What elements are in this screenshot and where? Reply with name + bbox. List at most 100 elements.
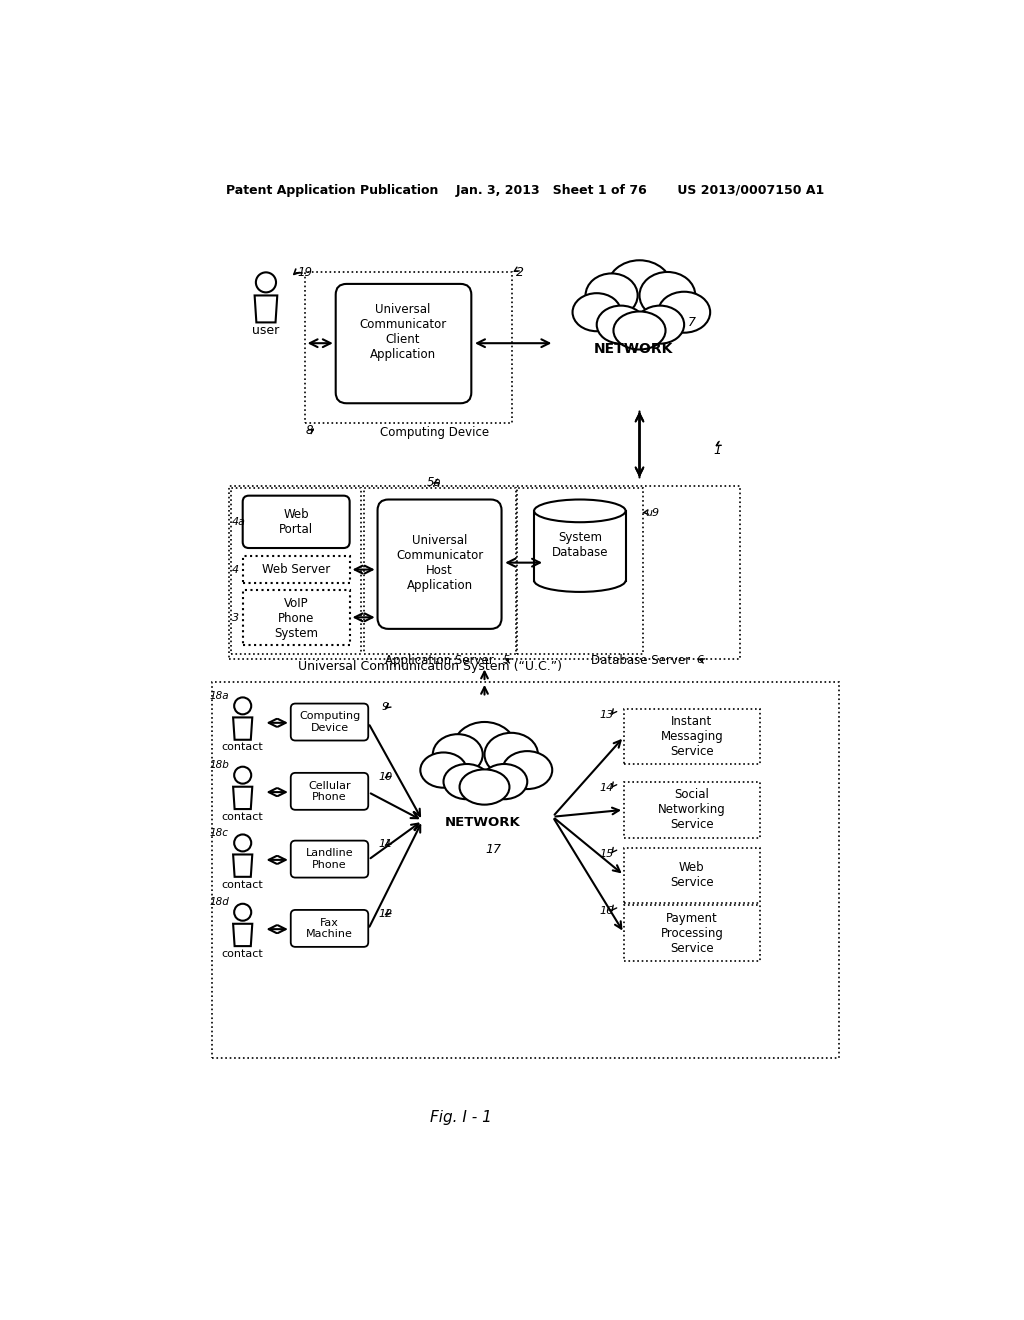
Text: 18c: 18c [210,828,229,838]
Text: 13: 13 [600,710,614,721]
Ellipse shape [503,751,552,789]
Bar [624,847,760,903]
Bar [243,557,349,583]
Text: 14: 14 [600,783,614,793]
FancyBboxPatch shape [291,841,369,878]
Text: Fax
Machine: Fax Machine [306,917,353,940]
Ellipse shape [640,272,695,319]
Circle shape [256,272,276,293]
Text: Universal
Communicator
Host
Application: Universal Communicator Host Application [396,533,483,591]
Bar [305,272,512,422]
Text: 2: 2 [516,265,524,279]
Bar [231,488,361,653]
Text: NETWORK: NETWORK [445,816,521,829]
Text: NETWORK: NETWORK [594,342,673,356]
Circle shape [404,686,564,846]
Text: Web
Portal: Web Portal [280,508,313,536]
Polygon shape [255,296,278,322]
Text: Social
Networking
Service: Social Networking Service [658,788,726,832]
Text: Web Server: Web Server [262,564,331,576]
Ellipse shape [433,734,482,775]
Text: VoIP
Phone
System: VoIP Phone System [274,597,318,640]
Text: Database Server: Database Server [592,653,690,667]
Text: 18b: 18b [210,760,229,770]
Text: user: user [252,325,280,338]
Text: 15: 15 [600,849,614,859]
Text: 10: 10 [378,772,392,781]
Bar [212,682,840,1057]
Bar [228,486,740,659]
Text: Cellular
Phone: Cellular Phone [308,780,351,803]
Ellipse shape [658,292,711,333]
Text: 18d: 18d [210,898,229,907]
FancyBboxPatch shape [336,284,471,404]
Text: contact: contact [222,812,263,822]
Text: Payment
Processing
Service: Payment Processing Service [660,912,723,954]
FancyBboxPatch shape [243,496,349,548]
Text: Universal
Communicator
Client
Application: Universal Communicator Client Applicatio… [359,302,446,360]
Text: Computing Device: Computing Device [380,426,489,440]
Ellipse shape [460,770,510,805]
Ellipse shape [572,293,621,331]
Text: 12: 12 [378,908,392,919]
Text: contact: contact [222,879,263,890]
FancyBboxPatch shape [378,499,502,628]
Bar [624,709,760,764]
Polygon shape [233,787,252,809]
Bar [624,781,760,838]
Text: 5: 5 [503,656,510,665]
Ellipse shape [420,752,467,788]
Text: 5a: 5a [427,477,441,490]
FancyBboxPatch shape [291,704,369,741]
Text: 16: 16 [600,907,614,916]
Text: contact: contact [222,742,263,752]
Circle shape [234,697,251,714]
Text: 4: 4 [231,565,239,574]
Ellipse shape [613,312,666,350]
Text: Instant
Messaging
Service: Instant Messaging Service [660,715,723,758]
Text: u9: u9 [646,508,659,517]
Bar [243,590,349,645]
Text: 3: 3 [231,612,239,623]
Polygon shape [233,924,252,946]
Polygon shape [233,854,252,876]
Text: Patent Application Publication    Jan. 3, 2013   Sheet 1 of 76       US 2013/000: Patent Application Publication Jan. 3, 2… [225,185,824,197]
Text: 8: 8 [305,424,313,437]
Text: 19: 19 [297,265,312,279]
Circle shape [556,226,723,392]
Ellipse shape [597,306,645,343]
Text: 17: 17 [485,843,502,857]
Bar [517,488,643,653]
Ellipse shape [454,722,516,774]
Ellipse shape [636,306,684,343]
Bar [624,906,760,961]
Text: System
Database: System Database [552,531,608,558]
Text: 18a: 18a [210,690,229,701]
Text: Computing
Device: Computing Device [299,711,360,733]
Text: Web
Service: Web Service [670,861,714,890]
Text: 1: 1 [713,445,721,458]
FancyBboxPatch shape [291,774,369,810]
Text: Fig. I - 1: Fig. I - 1 [430,1110,493,1125]
Ellipse shape [535,499,626,523]
Bar [535,499,626,581]
Text: Application Server: Application Server [385,653,494,667]
Text: 6: 6 [696,656,703,665]
Ellipse shape [484,733,538,776]
Text: 4a: 4a [231,517,246,527]
Ellipse shape [443,764,489,799]
Text: 7: 7 [687,315,695,329]
Circle shape [234,904,251,921]
Ellipse shape [607,260,672,315]
Ellipse shape [586,273,638,317]
Circle shape [234,834,251,851]
FancyBboxPatch shape [291,909,369,946]
Text: Landline
Phone: Landline Phone [306,849,353,870]
Text: 11: 11 [378,840,392,850]
Text: 9: 9 [382,702,389,713]
Bar [365,488,515,653]
Polygon shape [233,718,252,739]
Circle shape [234,767,251,784]
Text: Universal Communication System (“U.C.”): Universal Communication System (“U.C.”) [298,660,562,673]
Ellipse shape [481,764,527,799]
